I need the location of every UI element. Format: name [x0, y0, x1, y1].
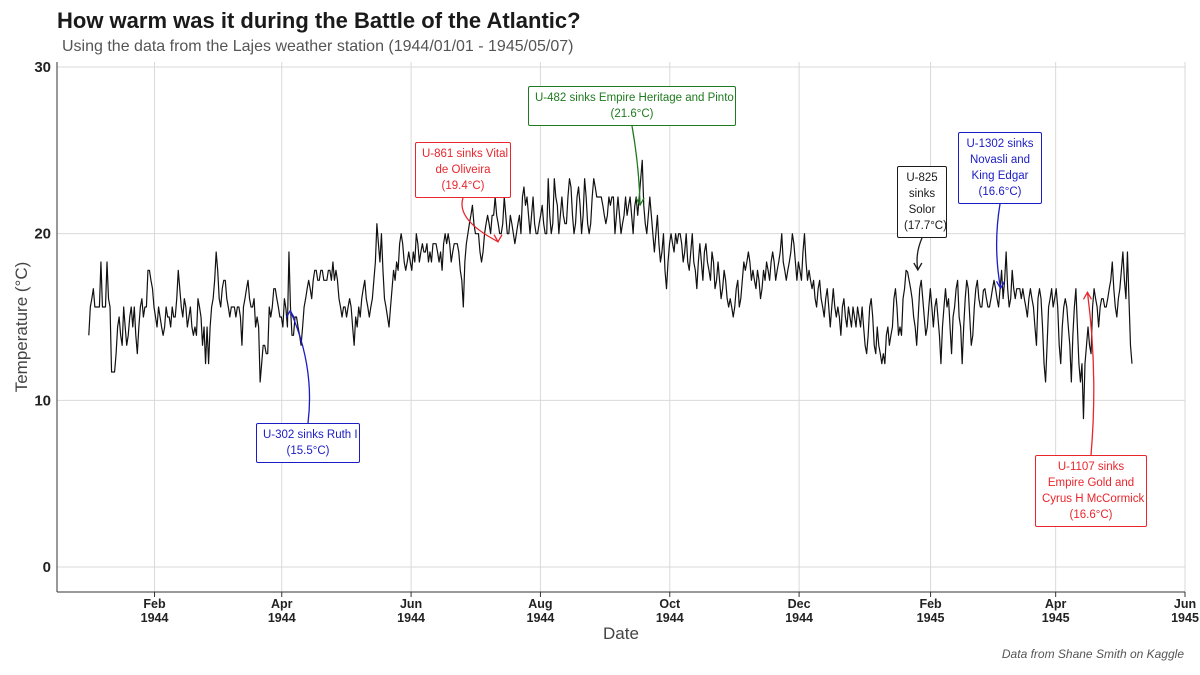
annotation-text-line: de Oliveira [435, 164, 491, 176]
y-tick-label: 20 [34, 226, 51, 243]
annotation-text-line: Novasli and [969, 154, 1031, 166]
x-tick-month: Jun [400, 597, 422, 611]
x-tick-month: Dec [788, 597, 811, 611]
x-tick-month: Apr [1045, 597, 1067, 611]
annotation-text-line: U-861 sinks Vital [422, 148, 509, 160]
x-tick-year: 1944 [527, 611, 555, 625]
annotation-text-line: Empire Gold and [1047, 477, 1135, 489]
annotation-arrowhead [913, 262, 923, 272]
x-axis-ticks: Feb1944Apr1944Jun1944Aug1944Oct1944Dec19… [141, 592, 1199, 625]
annotation-text-line: (15.5°C) [286, 445, 330, 457]
annotation-text-line: U-482 sinks Empire Heritage and Pinto [535, 92, 734, 104]
x-tick-year: 1944 [397, 611, 425, 625]
x-tick-year: 1944 [785, 611, 813, 625]
x-axis-label: Date [603, 624, 639, 643]
x-tick-month: Aug [528, 597, 552, 611]
chart-subtitle: Using the data from the Lajes weather st… [62, 38, 574, 55]
annotation-arrow [461, 197, 499, 243]
annotation-arrow [289, 310, 311, 424]
x-tick-year: 1945 [1171, 611, 1199, 625]
annotation-arrow [916, 237, 923, 271]
x-tick-year: 1944 [268, 611, 296, 625]
axes [56, 62, 1185, 593]
x-tick-year: 1945 [917, 611, 945, 625]
x-tick-month: Feb [919, 597, 942, 611]
chart-title: How warm was it during the Battle of the… [57, 8, 581, 33]
annotation-label: U-1302 sinks Novasli and King Edgar (16.6°C… [958, 132, 1042, 204]
annotation-label: U-861 sinks Vital de Oliveira (19.4°C) [415, 142, 511, 198]
annotation-text-line: King Edgar [971, 170, 1029, 182]
annotation-arrowhead [493, 234, 503, 243]
annotation-label: U-482 sinks Empire Heritage and Pinto (21… [528, 86, 736, 126]
annotation-text-line: U-302 sinks Ruth I [263, 429, 358, 441]
x-tick-year: 1944 [656, 611, 684, 625]
x-tick-month: Feb [143, 597, 166, 611]
x-tick-month: Jun [1174, 597, 1196, 611]
annotation-label: U-825 sinks Solor (17.7°C) [897, 166, 947, 238]
annotation-label: U-302 sinks Ruth I (15.5°C) [256, 423, 360, 463]
annotation-label: U-1107 sinks Empire Gold and Cyrus H McCor… [1035, 455, 1147, 527]
annotation-text-line: sinks [908, 188, 936, 200]
annotation-text-line: U-1302 sinks [966, 138, 1034, 150]
annotation-text-line: U-825 [906, 172, 938, 184]
y-tick-label: 10 [34, 392, 51, 409]
x-tick-month: Oct [659, 597, 681, 611]
annotation-text-line: (19.4°C) [441, 180, 485, 192]
annotation-arrowhead [285, 309, 295, 318]
grid-lines [57, 62, 1186, 592]
annotation-arrow [1086, 292, 1095, 456]
annotation-arrow [631, 125, 641, 206]
annotation-arrowhead [635, 197, 645, 207]
annotation-arrowhead [995, 281, 1006, 290]
annotation-text-line: (16.6°C) [1069, 509, 1113, 521]
y-tick-label: 30 [34, 59, 51, 76]
annotation-text-line: (16.6°C) [978, 186, 1022, 198]
temperature-series-line [88, 159, 1133, 420]
annotation-text-line: (21.6°C) [610, 108, 654, 120]
annotation-arrowhead [1082, 291, 1093, 300]
annotation-text-line: Cyrus H McCormick [1042, 493, 1145, 505]
data-source-caption: Data from Shane Smith on Kaggle [1001, 647, 1184, 661]
y-tick-label: 0 [43, 559, 51, 576]
annotation-text-line: (17.7°C) [904, 220, 947, 232]
annotation-text-line: U-1107 sinks [1057, 461, 1125, 473]
x-tick-month: Apr [271, 597, 293, 611]
y-axis-ticks: 0 10 20 30 [34, 59, 51, 576]
annotation-text-line: Solor [908, 204, 936, 216]
x-tick-year: 1944 [141, 611, 169, 625]
y-axis-label: Temperature (°C) [12, 262, 31, 393]
annotation-arrows [285, 125, 1095, 456]
x-tick-year: 1945 [1042, 611, 1070, 625]
annotation-arrow [995, 203, 1002, 289]
